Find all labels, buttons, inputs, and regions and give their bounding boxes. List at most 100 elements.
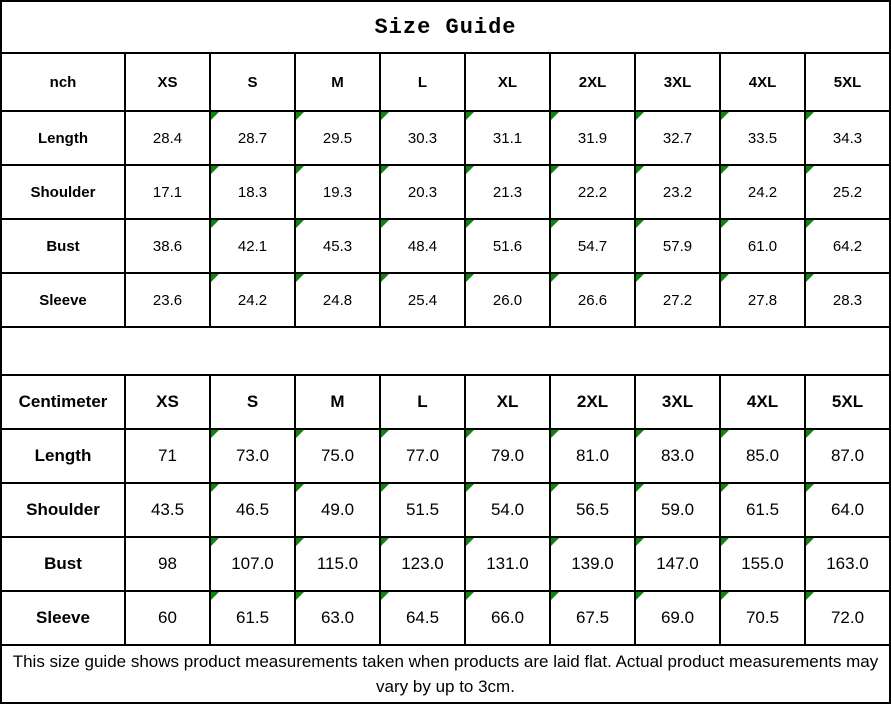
- measurement-value: 31.9: [577, 129, 608, 147]
- measurement-value: 54.0: [490, 500, 525, 519]
- corner-flag-icon: [296, 484, 304, 492]
- measurement-value: 18.3: [237, 183, 268, 201]
- cm-unit-header: Centimeter: [2, 376, 124, 428]
- measurement-cell: 19.3: [296, 166, 379, 218]
- page-title: Size Guide: [2, 2, 889, 54]
- measurement-value: 75.0: [320, 446, 355, 465]
- corner-flag-icon: [296, 166, 304, 174]
- measurement-value: 61.5: [745, 500, 780, 519]
- corner-flag-icon: [211, 220, 219, 228]
- measurement-cell: 48.4: [381, 220, 464, 272]
- measurement-value: 17.1: [152, 183, 183, 201]
- measurement-cell: 42.1: [211, 220, 294, 272]
- corner-flag-icon: [211, 430, 219, 438]
- measurement-value: 60: [158, 608, 177, 627]
- measurement-value: 56.5: [575, 500, 610, 519]
- corner-flag-icon: [721, 166, 729, 174]
- measurement-cell: 38.6: [126, 220, 209, 272]
- measurement-value: 33.5: [747, 129, 778, 147]
- size-col-header-m: M: [296, 54, 379, 110]
- size-col-header-5xl: 5XL: [806, 376, 889, 428]
- measurement-cell: 71: [126, 430, 209, 482]
- measurement-cell: 163.0: [806, 538, 889, 590]
- corner-flag-icon: [721, 430, 729, 438]
- measurement-value: 70.5: [745, 608, 780, 627]
- size-col-header-5xl: 5XL: [806, 54, 889, 110]
- measurement-value: 131.0: [486, 554, 529, 573]
- corner-flag-icon: [466, 592, 474, 600]
- measurement-value: 22.2: [577, 183, 608, 201]
- size-col-header-4xl: 4XL: [721, 376, 804, 428]
- row-label-bust: Bust: [2, 538, 124, 590]
- corner-flag-icon: [211, 112, 219, 120]
- measurement-value: 30.3: [407, 129, 438, 147]
- measurement-value: 107.0: [231, 554, 274, 573]
- measurement-cell: 29.5: [296, 112, 379, 164]
- corner-flag-icon: [636, 592, 644, 600]
- corner-flag-icon: [721, 484, 729, 492]
- row-label-bust: Bust: [2, 220, 124, 272]
- corner-flag-icon: [636, 112, 644, 120]
- measurement-value: 139.0: [571, 554, 614, 573]
- measurement-value: 163.0: [826, 554, 869, 573]
- measurement-value: 69.0: [660, 608, 695, 627]
- corner-flag-icon: [211, 484, 219, 492]
- measurement-value: 38.6: [152, 237, 183, 255]
- corner-flag-icon: [381, 430, 389, 438]
- measurement-value: 27.2: [662, 291, 693, 309]
- measurement-value: 21.3: [492, 183, 523, 201]
- corner-flag-icon: [551, 538, 559, 546]
- measurement-cell: 56.5: [551, 484, 634, 536]
- measurement-value: 64.0: [830, 500, 865, 519]
- measurement-cell: 67.5: [551, 592, 634, 644]
- measurement-cell: 26.0: [466, 274, 549, 326]
- measurement-value: 51.5: [405, 500, 440, 519]
- measurement-value: 79.0: [490, 446, 525, 465]
- size-col-header-l: L: [381, 54, 464, 110]
- corner-flag-icon: [381, 166, 389, 174]
- measurement-cell: 60: [126, 592, 209, 644]
- measurement-cell: 23.6: [126, 274, 209, 326]
- measurement-value: 24.2: [747, 183, 778, 201]
- measurement-cell: 24.2: [211, 274, 294, 326]
- measurement-cell: 61.0: [721, 220, 804, 272]
- measurement-value: 61.0: [747, 237, 778, 255]
- measurement-value: 43.5: [150, 500, 185, 519]
- corner-flag-icon: [211, 166, 219, 174]
- measurement-cell: 57.9: [636, 220, 719, 272]
- measurement-cell: 18.3: [211, 166, 294, 218]
- measurement-value: 73.0: [235, 446, 270, 465]
- measurement-value: 147.0: [656, 554, 699, 573]
- measurement-cell: 24.8: [296, 274, 379, 326]
- corner-flag-icon: [721, 592, 729, 600]
- corner-flag-icon: [296, 220, 304, 228]
- corner-flag-icon: [381, 592, 389, 600]
- measurement-cell: 107.0: [211, 538, 294, 590]
- measurement-value: 42.1: [237, 237, 268, 255]
- corner-flag-icon: [551, 220, 559, 228]
- measurement-cell: 81.0: [551, 430, 634, 482]
- measurement-value: 64.5: [405, 608, 440, 627]
- measurement-cell: 87.0: [806, 430, 889, 482]
- measurement-value: 25.4: [407, 291, 438, 309]
- measurement-cell: 139.0: [551, 538, 634, 590]
- corner-flag-icon: [466, 484, 474, 492]
- corner-flag-icon: [381, 484, 389, 492]
- measurement-value: 63.0: [320, 608, 355, 627]
- corner-flag-icon: [466, 166, 474, 174]
- measurement-value: 32.7: [662, 129, 693, 147]
- measurement-cell: 83.0: [636, 430, 719, 482]
- size-guide-disclaimer: This size guide shows product measuremen…: [2, 644, 889, 702]
- corner-flag-icon: [551, 112, 559, 120]
- size-col-header-2xl: 2XL: [551, 376, 634, 428]
- row-label-sleeve: Sleeve: [2, 592, 124, 644]
- measurement-value: 66.0: [490, 608, 525, 627]
- measurement-value: 64.2: [832, 237, 863, 255]
- row-label-sleeve: Sleeve: [2, 274, 124, 326]
- measurement-cell: 31.1: [466, 112, 549, 164]
- measurement-value: 46.5: [235, 500, 270, 519]
- size-col-header-s: S: [211, 54, 294, 110]
- measurement-value: 24.8: [322, 291, 353, 309]
- measurement-cell: 155.0: [721, 538, 804, 590]
- corner-flag-icon: [636, 538, 644, 546]
